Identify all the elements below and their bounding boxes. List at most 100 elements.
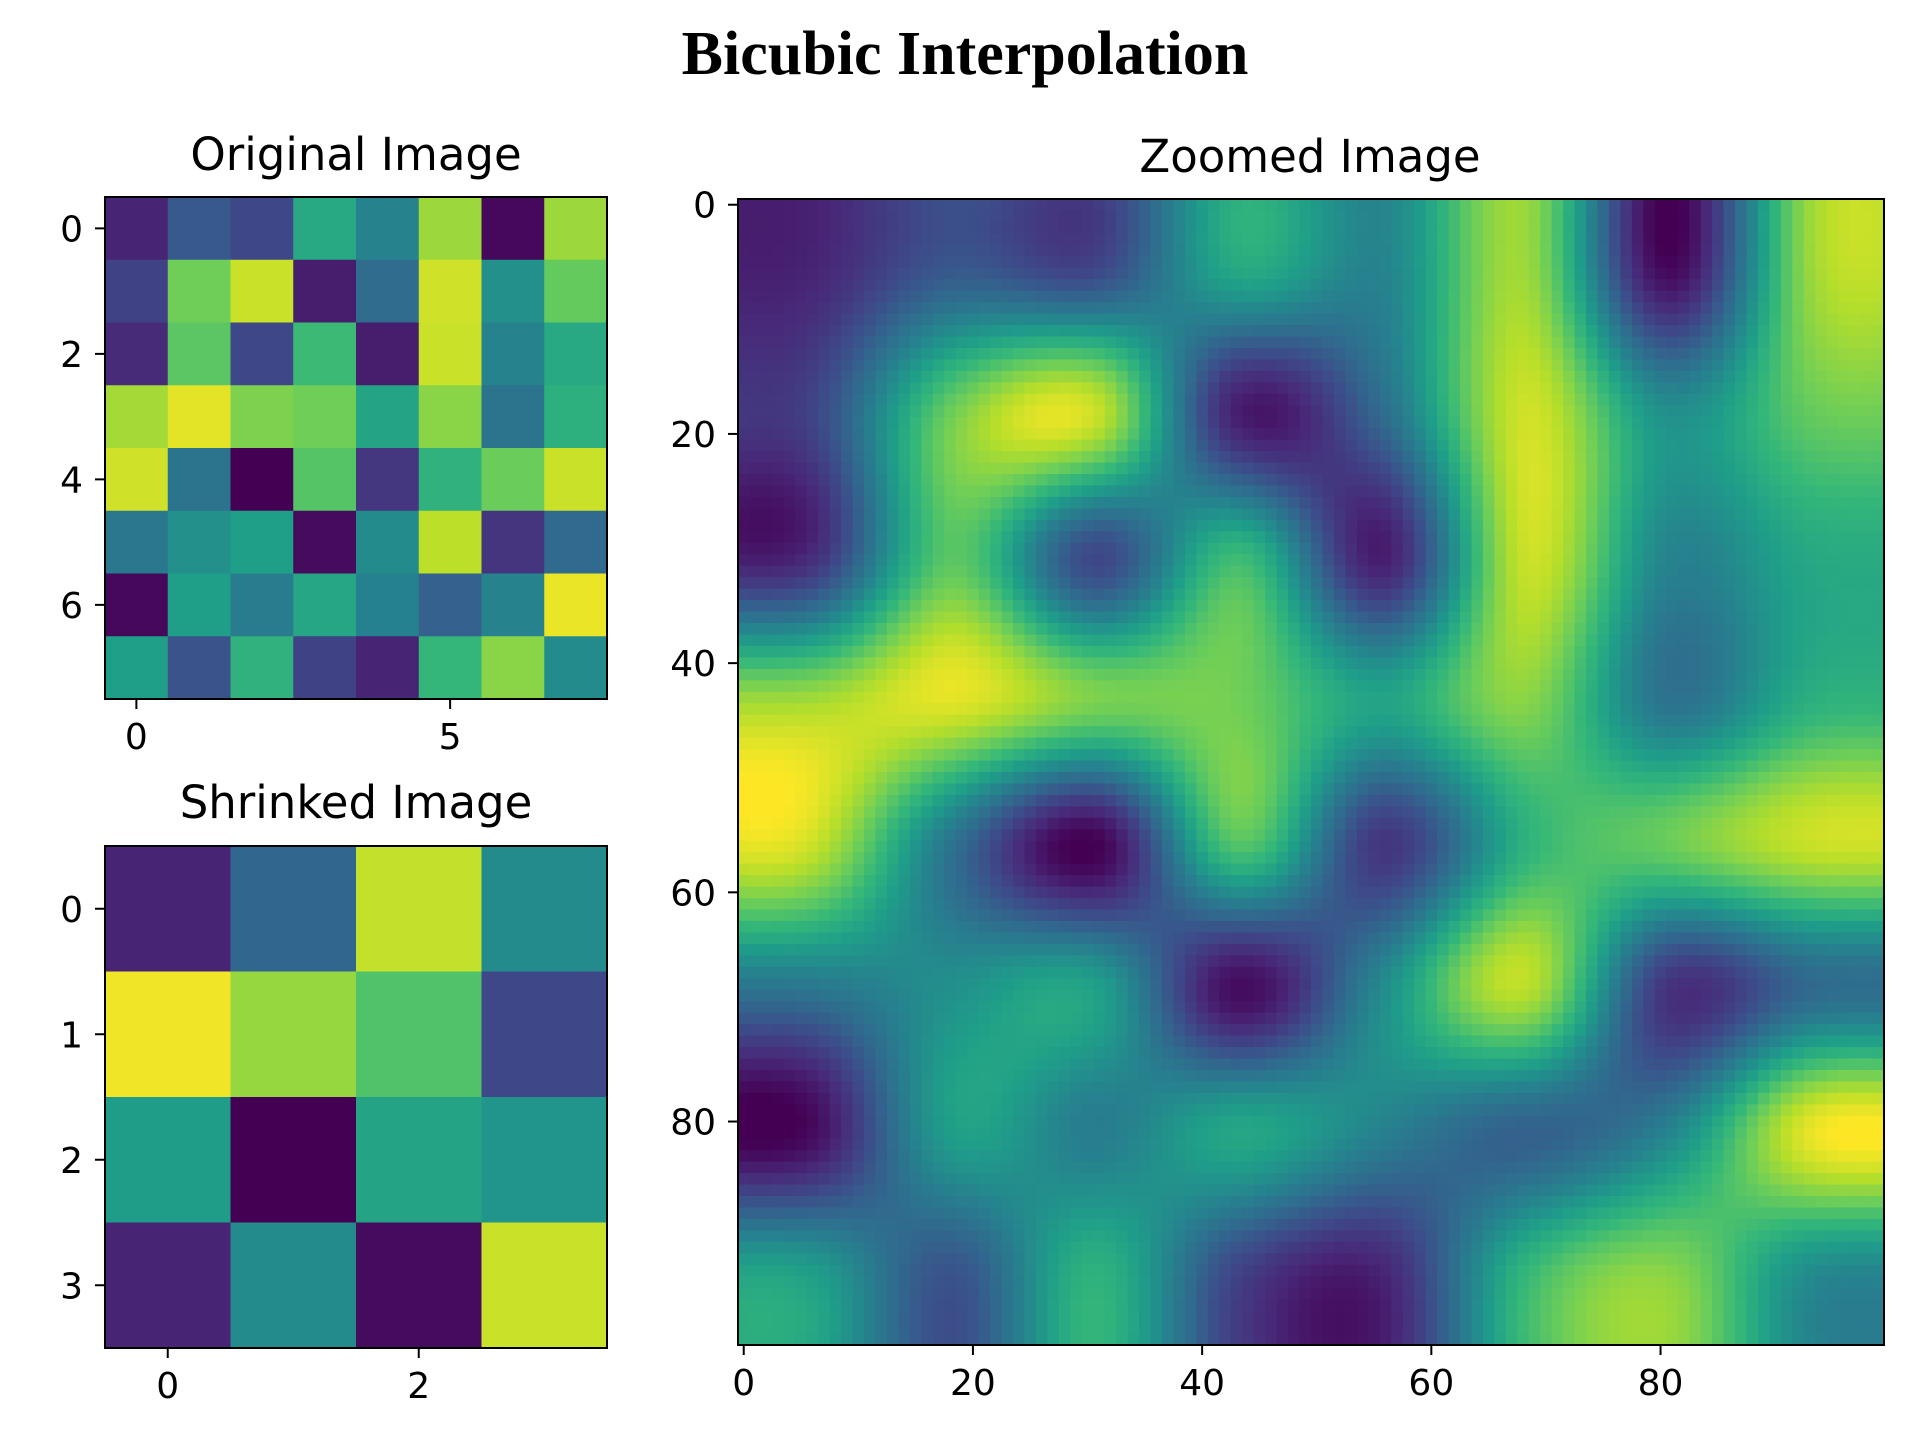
zoomed-image-cell <box>1654 519 1667 532</box>
zoomed-image-cell <box>990 623 1003 636</box>
zoomed-image-cell <box>1333 233 1346 246</box>
zoomed-image-cell <box>1803 714 1816 727</box>
zoomed-image-cell <box>1081 393 1094 406</box>
zoomed-image-cell <box>1757 600 1770 613</box>
zoomed-image-cell <box>1116 565 1129 578</box>
zoomed-image-cell <box>1299 439 1312 452</box>
zoomed-image-cell <box>1448 703 1461 716</box>
zoomed-image-cell <box>1356 325 1369 338</box>
zoomed-image-cell <box>1299 359 1312 372</box>
zoomed-image-cell <box>898 199 911 212</box>
zoomed-image-cell <box>818 439 831 452</box>
zoomed-image-cell <box>1482 726 1495 739</box>
zoomed-image-cell <box>932 668 945 681</box>
zoomed-image-cell <box>932 485 945 498</box>
zoomed-image-cell <box>1780 508 1793 521</box>
zoomed-image-cell <box>1723 703 1736 716</box>
original-image-cell <box>481 322 545 386</box>
zoomed-image-cell <box>1551 703 1564 716</box>
zoomed-image-cell <box>818 405 831 418</box>
zoomed-image-cell <box>1654 451 1667 464</box>
zoomed-image-cell <box>738 221 751 234</box>
zoomed-image-cell <box>1746 210 1759 223</box>
zoomed-image-cell <box>806 199 819 212</box>
zoomed-image-cell <box>1356 691 1369 704</box>
zoomed-image-cell <box>1230 210 1243 223</box>
zoomed-image-cell <box>886 233 900 246</box>
zoomed-image-cell <box>772 485 785 498</box>
zoomed-image-cell <box>1608 221 1622 234</box>
zoomed-image-cell <box>1437 393 1450 406</box>
zoomed-image-cell <box>1013 542 1026 555</box>
zoomed-image-cell <box>1505 749 1518 762</box>
zoomed-image-cell <box>1826 325 1839 338</box>
zoomed-image-cell <box>1528 290 1541 303</box>
zoomed-image-cell <box>898 302 911 315</box>
zoomed-image-cell <box>772 634 785 647</box>
zoomed-image-cell <box>1792 256 1805 269</box>
zoomed-image-cell <box>1712 645 1725 658</box>
zoomed-image-cell <box>1139 588 1152 601</box>
zoomed-image-cell <box>1299 302 1312 315</box>
zoomed-image-cell <box>1070 210 1083 223</box>
zoomed-image-cell <box>1780 199 1793 212</box>
zoomed-image-cell <box>978 565 991 578</box>
zoomed-image-cell <box>829 244 842 257</box>
zoomed-image-cell <box>1242 210 1255 223</box>
zoomed-image-cell <box>1081 256 1094 269</box>
zoomed-image-cell <box>1792 359 1805 372</box>
zoomed-image-cell <box>1001 279 1014 292</box>
zoomed-image-cell <box>1104 600 1117 613</box>
zoomed-image-cell <box>1379 668 1392 681</box>
zoomed-image-cell <box>841 462 854 475</box>
zoomed-image-cell <box>1081 382 1094 395</box>
zoomed-image-cell <box>1391 749 1404 762</box>
zoomed-image-cell <box>1597 680 1610 693</box>
zoomed-image-cell <box>1437 474 1450 487</box>
zoomed-image-cell <box>1356 382 1369 395</box>
zoomed-image-cell <box>818 645 831 658</box>
zoomed-image-cell <box>1322 302 1335 315</box>
zoomed-image-cell <box>944 210 957 223</box>
zoomed-image-cell <box>1437 279 1450 292</box>
zoomed-image-cell <box>1162 485 1175 498</box>
zoomed-image-cell <box>1792 244 1805 257</box>
zoomed-image-cell <box>1769 359 1782 372</box>
zoomed-image-cell <box>909 657 922 670</box>
zoomed-image-cell <box>1207 359 1220 372</box>
zoomed-image-cell <box>967 325 980 338</box>
zoomed-image-cell <box>1448 531 1461 544</box>
zoomed-image-cell <box>1104 542 1117 555</box>
zoomed-image-cell <box>1872 531 1885 544</box>
zoomed-image-cell <box>1505 485 1518 498</box>
zoomed-image-cell <box>898 347 911 361</box>
zoomed-image-cell <box>1700 290 1713 303</box>
zoomed-image-cell <box>1712 382 1725 395</box>
zoomed-image-cell <box>1517 577 1530 590</box>
zoomed-image-cell <box>841 474 854 487</box>
zoomed-image-cell <box>1345 359 1358 372</box>
zoomed-image-cell <box>760 737 773 750</box>
zoomed-image-cell <box>1150 462 1163 475</box>
zoomed-image-cell <box>909 336 922 349</box>
zoomed-image-cell <box>1242 691 1255 704</box>
zoomed-image-cell <box>806 588 819 601</box>
zoomed-image-cell <box>1425 474 1438 487</box>
zoomed-image-cell <box>1643 554 1656 567</box>
zoomed-image-cell <box>1757 439 1770 452</box>
zoomed-image-cell <box>1746 714 1759 727</box>
zoomed-image-cell <box>795 691 808 704</box>
zoomed-image-cell <box>1184 485 1197 498</box>
zoomed-image-cell <box>1620 657 1633 670</box>
zoomed-image-cell <box>1173 726 1186 739</box>
zoomed-image-cell <box>1471 393 1484 406</box>
zoomed-image-cell <box>944 588 957 601</box>
zoomed-image-cell <box>1425 221 1438 234</box>
zoomed-image-cell <box>795 623 808 636</box>
zoomed-image-cell <box>1414 623 1427 636</box>
zoomed-image-cell <box>1356 508 1369 521</box>
zoomed-image-cell <box>1276 508 1289 521</box>
original-image-cell <box>544 197 608 261</box>
zoomed-image-cell <box>1757 279 1770 292</box>
zoomed-image-cell <box>1333 462 1346 475</box>
